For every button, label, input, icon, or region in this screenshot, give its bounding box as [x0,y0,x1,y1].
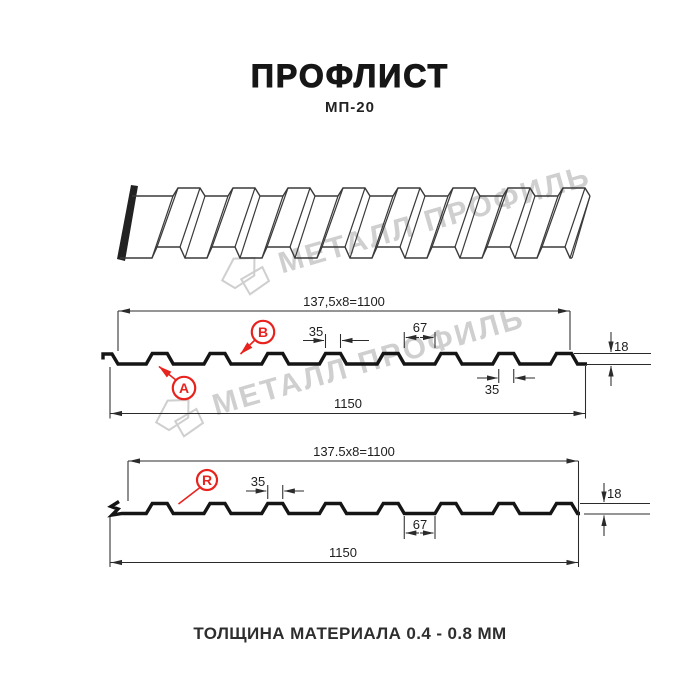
dim-label-height-a: 18 [614,339,628,354]
dim-rib-r: 35 [246,474,304,499]
dim-total-r: 1150 [109,517,579,567]
perspective-sheet-view [117,185,591,261]
callout-b-label: В [258,324,268,340]
sheet-cut-edge [117,185,138,261]
dim-valley-r: 67 [403,516,436,539]
dim-label-valley-a: 67 [413,320,427,335]
callout-r-label: R [202,472,212,488]
dim-label-pitch-r: 137.5x8=1100 [313,444,395,459]
callout-a-label: А [179,380,189,396]
callout-r: R [178,468,219,505]
page-title: ПРОФЛИСТ [250,57,450,94]
dim-label-rib-bottom-a: 35 [485,382,499,397]
dim-rib-top-a: 35 [303,324,369,348]
dim-label-valley-r: 67 [413,517,427,532]
callout-b: В [239,319,276,355]
dim-total-a: 1150 [109,366,587,419]
material-thickness-note: ТОЛЩИНА МАТЕРИАЛА 0.4 - 0.8 ММ [193,624,507,643]
dim-label-rib-top-a: 35 [309,324,323,339]
dim-label-height-r: 18 [607,486,621,501]
sheet-fold-lines [151,187,591,259]
dim-height-a: 18 [574,332,651,386]
cross-section-side-a: 137,5x8=1100 35 67 18 [101,294,651,419]
dim-valley-a: 67 [403,320,436,348]
dim-pitch-a: 137,5x8=1100 [117,294,571,351]
dim-rib-bottom-a: 35 [477,369,535,397]
sheet-far-edge-profile [132,187,591,197]
sheet-near-edge-profile [120,246,572,259]
dim-height-r: 18 [580,483,650,536]
callout-a: А [158,365,197,401]
profile-outline-side-a [101,351,587,366]
watermark-brand: МЕТАЛЛ ПРОФИЛЬ [209,152,597,307]
dim-label-pitch-a: 137,5x8=1100 [303,294,385,309]
dim-label-total-r: 1150 [329,545,357,560]
cross-section-side-r: 137.5x8=1100 35 67 18 [107,444,650,567]
dim-label-total-a: 1150 [334,396,362,411]
profile-model-subtitle: МП-20 [325,99,375,116]
metall-profil-logo-icon [220,256,271,296]
dim-pitch-r: 137.5x8=1100 [127,444,580,567]
dim-label-rib-r: 35 [251,474,265,489]
profile-outline-side-r [107,500,580,518]
